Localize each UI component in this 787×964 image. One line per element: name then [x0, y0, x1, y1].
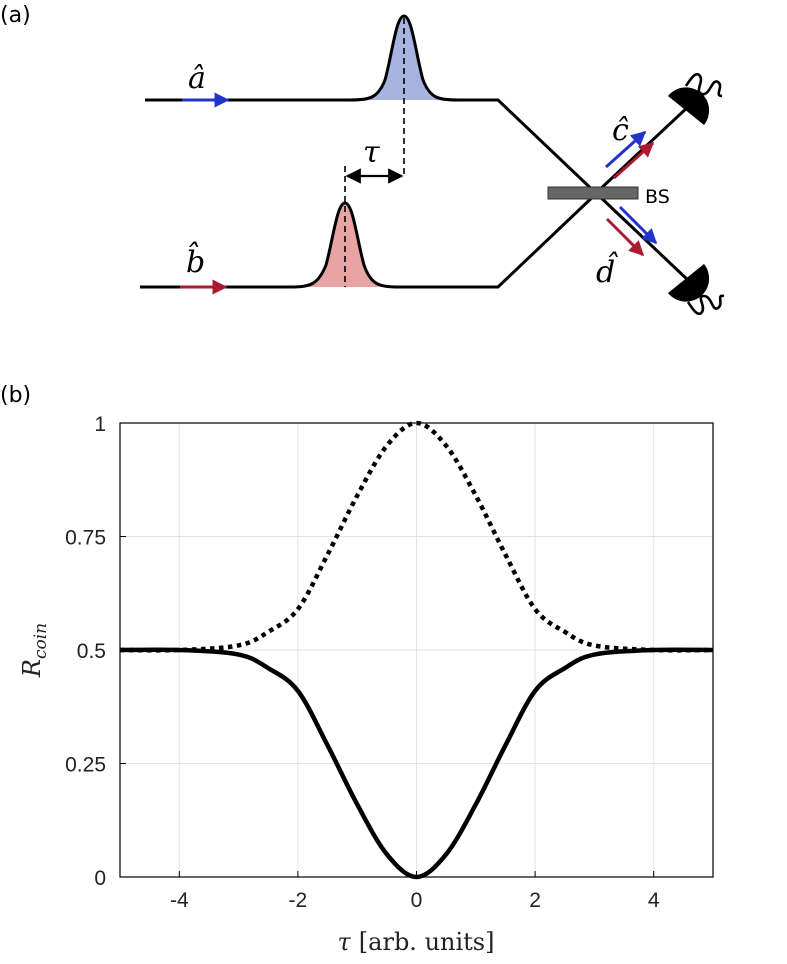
beamsplitter — [547, 186, 639, 200]
arrow-c-red — [612, 141, 655, 180]
pulse-b-fill — [290, 203, 400, 287]
delay-label: τ — [363, 135, 380, 170]
x-axis-symbol: τ — [338, 928, 352, 956]
x-tick-label: 0 — [411, 889, 423, 912]
y-axis-sub: coin — [31, 623, 51, 659]
y-tick-label: 0.75 — [65, 527, 106, 550]
output-c — [594, 103, 692, 195]
series-line-solid — [119, 647, 714, 880]
mode-b-label: b̂ — [186, 241, 205, 280]
beamsplitter-label: BS — [645, 186, 670, 208]
mode-d-label: d̂ — [596, 251, 618, 290]
y-tick-label: 0 — [94, 867, 106, 890]
x-tick-label: 4 — [648, 889, 660, 912]
panel-a: (a) τ â b̂ ĉ d̂ BS — [0, 3, 725, 316]
y-axis-main: R — [18, 659, 46, 678]
waveguide-a — [145, 14, 602, 199]
x-axis-units: [arb. units] — [359, 928, 495, 956]
series-line-dotted — [119, 420, 714, 653]
panel-b: (b) -4 -2 0 2 4 00.250.50.751 τ [arb. units] … — [0, 383, 714, 956]
detector-top-icon — [668, 72, 723, 125]
mode-c-label: ĉ — [612, 113, 629, 148]
panel-a-label: (a) — [0, 3, 31, 28]
y-axis-label: Rcoin — [18, 623, 51, 678]
y-ticks: 0 0.25 0.5 0.75 1 — [65, 413, 126, 890]
detector-bottom-icon — [668, 264, 725, 316]
x-axis-label: τ [arb. units] — [338, 928, 495, 956]
mode-a-label: â — [188, 61, 206, 96]
panel-b-label: (b) — [0, 383, 31, 408]
y-tick-label: 0.25 — [65, 754, 106, 777]
waveguide-b — [140, 188, 602, 289]
arrow-d-red — [605, 217, 645, 257]
y-tick-label: 1 — [94, 413, 106, 436]
x-ticks: -4 -2 0 2 4 — [170, 871, 660, 912]
chart-series — [119, 420, 714, 880]
y-tick-label: 0.5 — [77, 640, 106, 663]
arrow-c-blue — [604, 130, 647, 169]
x-tick-label: 2 — [529, 889, 541, 912]
x-tick-label: -2 — [289, 889, 308, 912]
x-tick-label: -4 — [170, 889, 189, 912]
arrow-d-blue — [618, 205, 658, 245]
